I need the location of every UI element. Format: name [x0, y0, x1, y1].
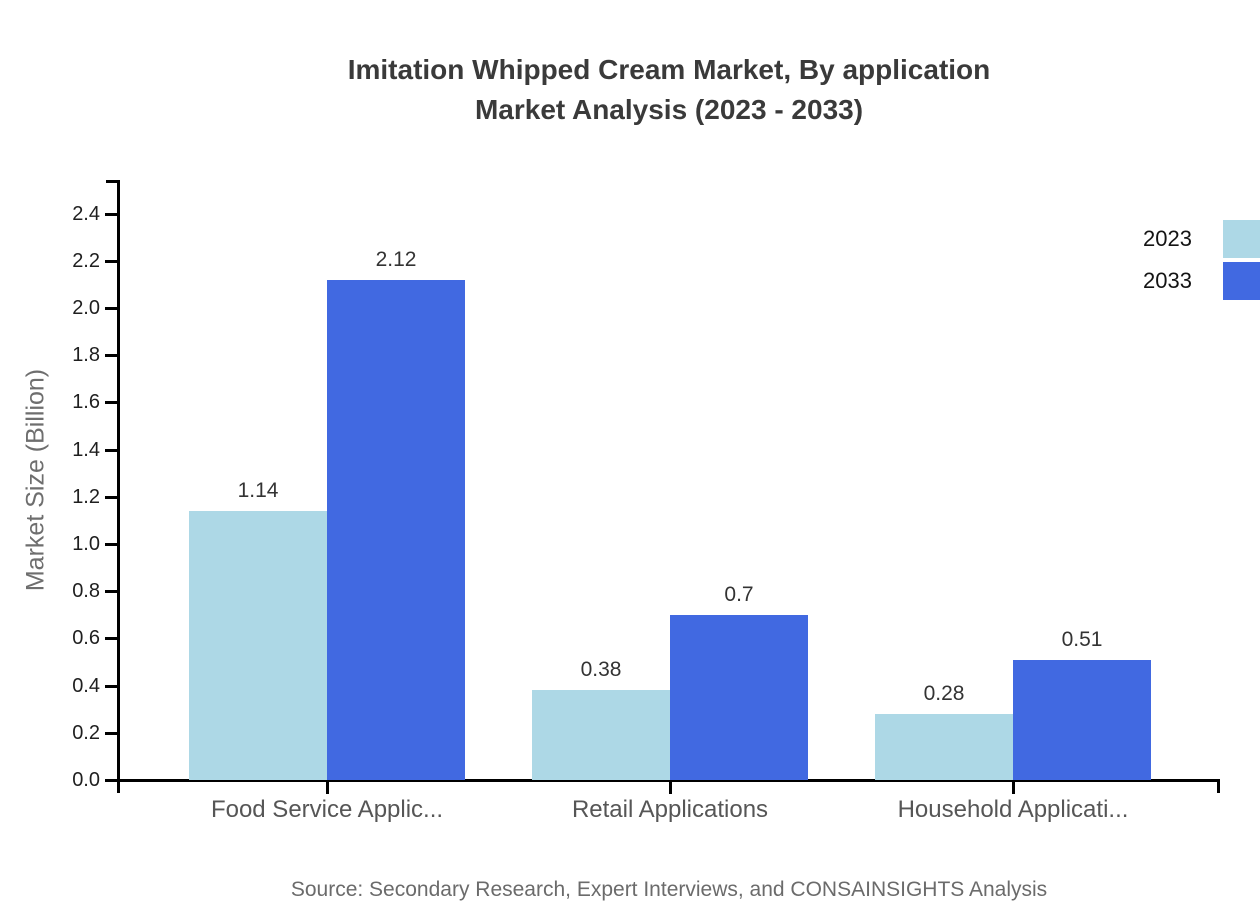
y-tick-mark — [105, 543, 118, 546]
legend-item-2033: 2033 — [980, 260, 1260, 302]
y-tick-label: 1.4 — [72, 439, 100, 461]
y-tick-label: 0.4 — [72, 675, 100, 697]
y-tick-label: 0.8 — [72, 580, 100, 602]
bar-value-label: 0.51 — [1061, 628, 1103, 651]
bar-value-label: 2.12 — [375, 248, 417, 271]
bar-2033-0 — [327, 280, 465, 780]
y-tick-mark — [105, 354, 118, 357]
chart-title-line1: Imitation Whipped Cream Market, By appli… — [347, 54, 991, 85]
y-axis-line — [117, 180, 120, 793]
y-tick-mark — [105, 449, 118, 452]
y-tick-mark — [105, 779, 118, 782]
category-label: Food Service Applic... — [210, 796, 444, 823]
y-tick-mark — [105, 685, 118, 688]
x-tick-mark — [1012, 781, 1015, 794]
y-tick-mark — [105, 590, 118, 593]
bar-2023-2 — [875, 714, 1013, 780]
bar-2033-2 — [1013, 660, 1151, 780]
chart-title-line2: Market Analysis (2023 - 2033) — [474, 94, 864, 125]
legend-label-2023: 2023 — [1143, 226, 1192, 251]
legend-item-2023: 2023 — [980, 218, 1260, 260]
x-tick-mark — [669, 781, 672, 794]
chart-title: Imitation Whipped Cream Market, By appli… — [118, 50, 1220, 130]
y-tick-mark — [105, 307, 118, 310]
bar-2023-1 — [532, 690, 670, 780]
y-tick-label: 0.2 — [72, 722, 100, 744]
y-tick-label: 1.6 — [72, 391, 100, 413]
y-tick-mark — [105, 401, 118, 404]
bar-value-label: 0.28 — [923, 682, 965, 705]
legend-swatch-2033 — [1223, 262, 1260, 300]
y-tick-label: 0.6 — [72, 627, 100, 649]
legend-swatch-2023 — [1223, 220, 1260, 258]
y-tick-label: 2.0 — [72, 297, 100, 319]
y-tick-label: 1.0 — [72, 533, 100, 555]
bar-value-label: 0.38 — [580, 658, 622, 681]
y-tick-mark — [105, 496, 118, 499]
y-tick-label: 0.0 — [72, 769, 100, 791]
source-note: Source: Secondary Research, Expert Inter… — [290, 878, 1048, 901]
bar-value-label: 0.7 — [724, 583, 754, 606]
y-tick-mark — [105, 260, 118, 263]
category-label: Household Applicati... — [897, 796, 1129, 823]
y-axis-top-cap — [106, 180, 120, 183]
x-tick-mark — [326, 781, 329, 794]
x-axis-end-cap — [1217, 779, 1220, 793]
y-tick-label: 1.2 — [72, 486, 100, 508]
y-tick-mark — [105, 732, 118, 735]
y-tick-mark — [105, 637, 118, 640]
y-tick-mark — [105, 213, 118, 216]
y-tick-label: 1.8 — [72, 344, 100, 366]
bar-value-label: 1.14 — [237, 479, 279, 502]
x-axis-line — [117, 779, 1220, 782]
y-tick-label: 2.2 — [72, 250, 100, 272]
bar-2023-0 — [189, 511, 327, 780]
y-tick-label: 2.4 — [72, 203, 100, 225]
legend: 2023 2033 — [980, 218, 1260, 302]
bar-2033-1 — [670, 615, 808, 780]
legend-label-2033: 2033 — [1143, 268, 1192, 293]
category-label: Retail Applications — [571, 796, 769, 823]
